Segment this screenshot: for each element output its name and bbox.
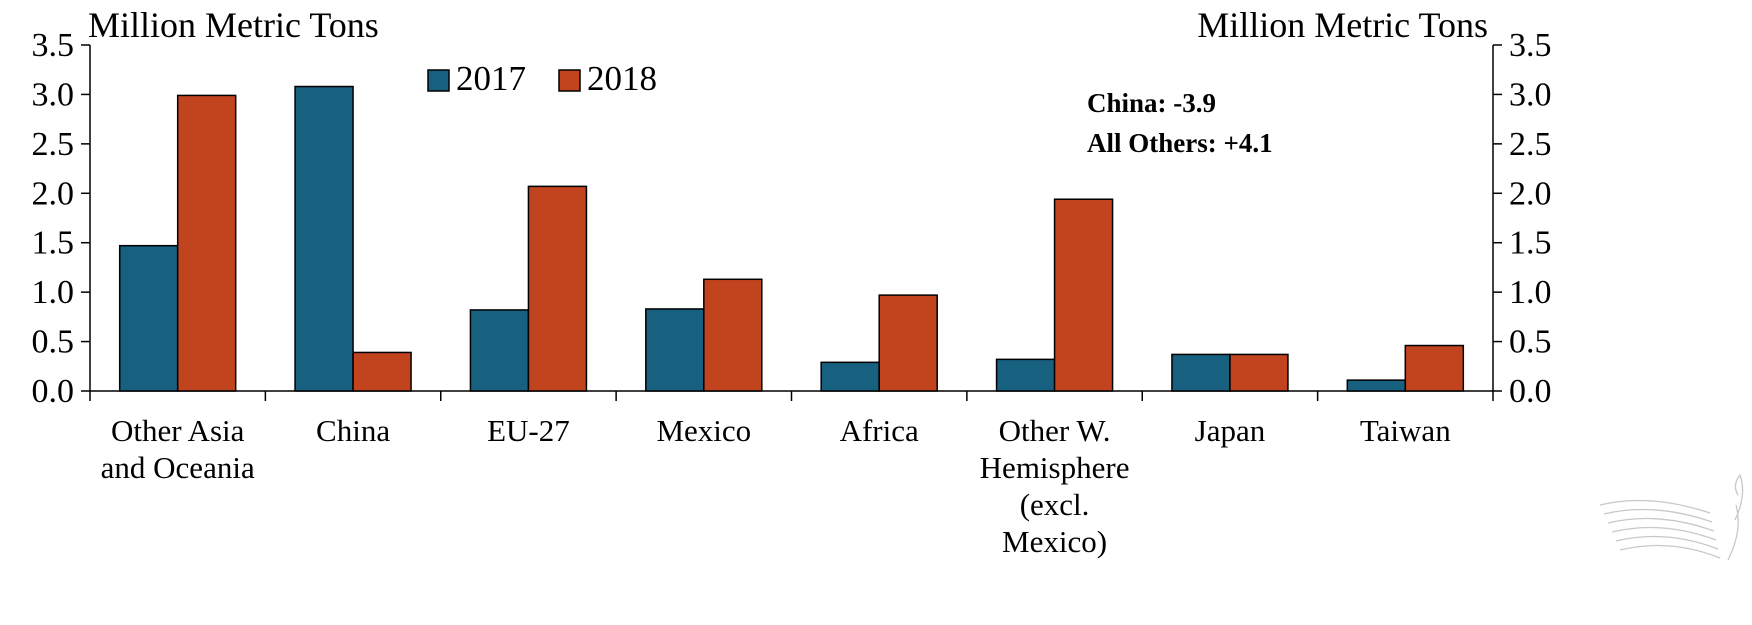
legend-label-2017: 2017 bbox=[456, 59, 526, 98]
bars bbox=[118, 85, 1465, 392]
legend-swatch-2018 bbox=[558, 69, 581, 92]
y-tick-label-right: 3.5 bbox=[1509, 27, 1552, 64]
bar-2018-2 bbox=[527, 185, 588, 392]
legend-swatch-2017 bbox=[427, 69, 450, 92]
x-category-label: Other W. bbox=[999, 413, 1111, 448]
y-tick-label-right: 0.5 bbox=[1509, 324, 1552, 361]
y-tick-label-left: 0.5 bbox=[32, 324, 75, 361]
x-category-label: Hemisphere bbox=[980, 450, 1130, 485]
bar-2017-6 bbox=[1171, 353, 1231, 392]
bar-2018-7 bbox=[1404, 344, 1465, 392]
annotation-china: China: -3.9 bbox=[1087, 88, 1216, 118]
y-tick-label-left: 2.5 bbox=[32, 126, 75, 163]
bar-2017-2 bbox=[469, 309, 530, 392]
x-category-label: (excl. bbox=[1020, 487, 1090, 522]
bar-2018-0 bbox=[176, 94, 237, 392]
legend: 2017 2018 bbox=[427, 59, 657, 98]
y-tick-label-left: 3.0 bbox=[32, 76, 75, 113]
bar-2017-0 bbox=[118, 244, 179, 392]
x-category-label: Japan bbox=[1195, 413, 1266, 448]
bar-2017-5 bbox=[995, 358, 1056, 392]
bar-2018-1 bbox=[352, 351, 412, 392]
annotation-all-others: All Others: +4.1 bbox=[1087, 128, 1273, 158]
bar-2017-1 bbox=[294, 85, 354, 392]
bar-2017-7 bbox=[1346, 379, 1407, 392]
y-tick-label-right: 0.0 bbox=[1509, 373, 1552, 410]
bar-2018-5 bbox=[1053, 198, 1114, 392]
annotation: China: -3.9 All Others: +4.1 bbox=[1087, 88, 1273, 158]
watermark-logo bbox=[1599, 473, 1744, 561]
y-tick-label-right: 2.5 bbox=[1509, 126, 1552, 163]
x-category-label: Taiwan bbox=[1360, 413, 1451, 448]
y-tick-label-left: 1.0 bbox=[32, 274, 75, 311]
x-ticks bbox=[89, 391, 1494, 401]
y-tick-label-left: 0.0 bbox=[32, 373, 75, 410]
x-category-label: Mexico) bbox=[1002, 524, 1107, 559]
y-axis-right-title: Million Metric Tons bbox=[1197, 5, 1488, 45]
x-category-label: Africa bbox=[840, 413, 919, 448]
x-category-label: EU-27 bbox=[487, 413, 570, 448]
y-axis-left-title: Million Metric Tons bbox=[88, 5, 379, 45]
bar-2018-3 bbox=[703, 278, 763, 392]
y-tick-label-left: 3.5 bbox=[32, 27, 75, 64]
x-category-label: and Oceania bbox=[101, 450, 255, 485]
bar-2018-4 bbox=[878, 294, 938, 392]
y-tick-label-right: 1.5 bbox=[1509, 225, 1552, 262]
bar-2018-6 bbox=[1229, 353, 1289, 392]
y-tick-label-right: 1.0 bbox=[1509, 274, 1552, 311]
y-tick-label-right: 3.0 bbox=[1509, 76, 1552, 113]
y-tick-label-right: 2.0 bbox=[1509, 175, 1552, 212]
legend-label-2018: 2018 bbox=[587, 59, 657, 98]
x-category-label: Mexico bbox=[656, 413, 751, 448]
y-tick-label-left: 1.5 bbox=[32, 225, 75, 262]
y-tick-label-left: 2.0 bbox=[32, 175, 75, 212]
x-category-label: China bbox=[316, 413, 390, 448]
bar-2017-3 bbox=[645, 308, 705, 392]
bar-2017-4 bbox=[820, 361, 880, 392]
y-ticks: 0.0 0.0 0.5 0.5 1.0 1.0 1.5 1.5 2.0 2.0 2.5 2.5 3.0 3… bbox=[32, 27, 1552, 410]
x-category-label: Other Asia bbox=[111, 413, 245, 448]
